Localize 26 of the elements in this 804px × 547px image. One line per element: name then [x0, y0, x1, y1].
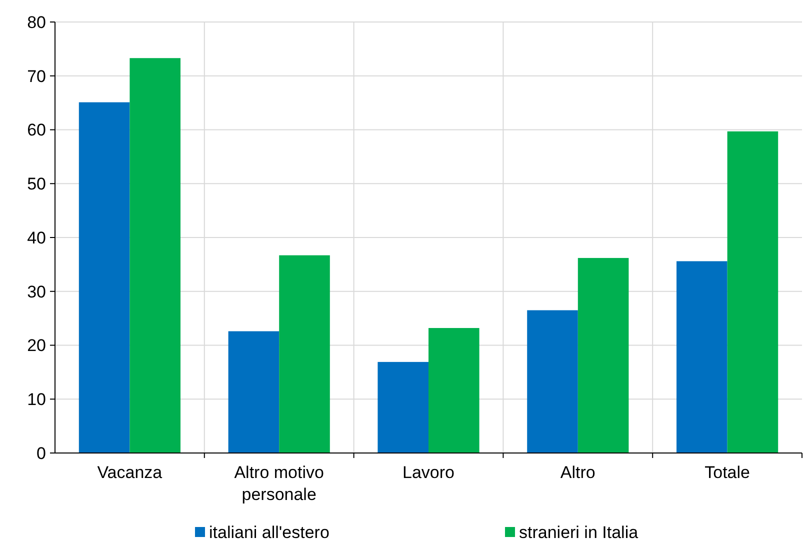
- y-tick-label: 80: [27, 12, 46, 32]
- y-tick-label: 20: [27, 336, 46, 356]
- y-tick-label: 30: [27, 282, 46, 302]
- legend-label: stranieri in Italia: [519, 522, 639, 542]
- bar: [78, 102, 130, 453]
- bar: [279, 255, 330, 453]
- bar: [428, 328, 480, 453]
- bar: [727, 131, 778, 453]
- bar: [676, 261, 728, 453]
- bar: [130, 58, 180, 453]
- x-tick-label: Lavoro: [402, 463, 454, 482]
- y-tick-label: 70: [27, 66, 46, 86]
- x-tick-label: Vacanza: [97, 463, 163, 482]
- bar: [527, 310, 578, 453]
- y-tick-label: 50: [27, 174, 46, 194]
- y-tick-label: 60: [27, 120, 46, 140]
- x-tick-label: Altro: [560, 463, 596, 482]
- x-tick-label: Totale: [704, 463, 750, 482]
- legend-label: italiani all'estero: [209, 522, 330, 542]
- x-tick-label: Altro motivo personale: [234, 463, 324, 504]
- bar: [228, 331, 280, 453]
- y-tick-label: 0: [36, 444, 46, 463]
- bar: [378, 362, 428, 453]
- y-tick-label: 10: [27, 390, 46, 410]
- y-tick-label: 40: [27, 228, 46, 248]
- bar: [578, 258, 629, 453]
